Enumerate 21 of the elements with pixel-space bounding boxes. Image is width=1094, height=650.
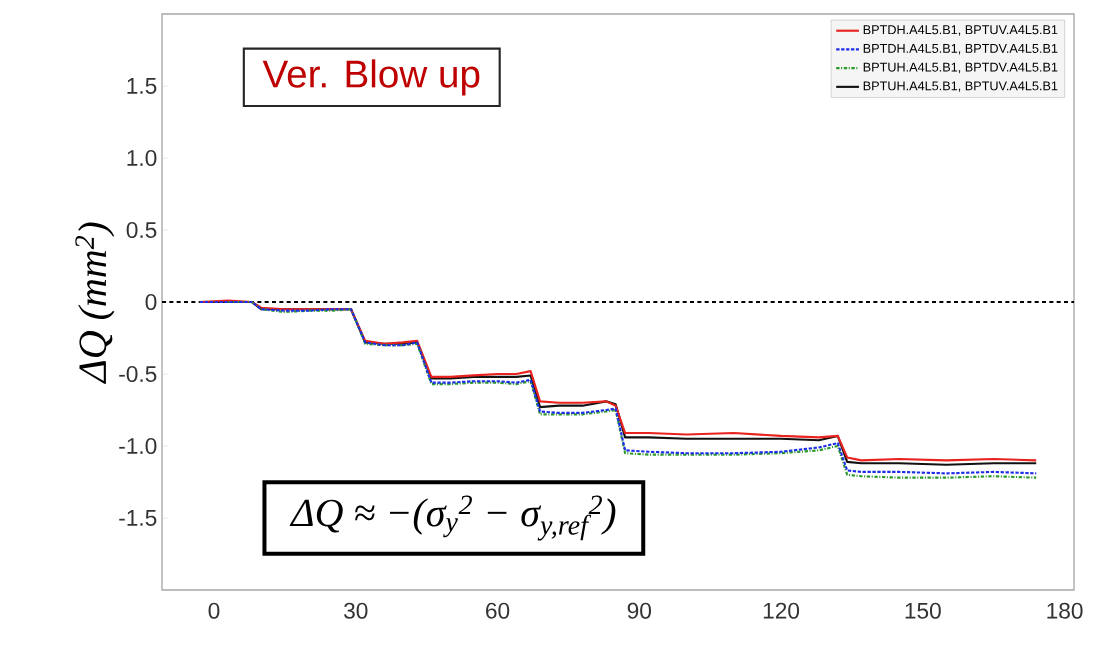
x-tick-label: 120 <box>763 602 800 619</box>
legend-label: BPTDH.A4L5.B1, BPTDV.A4L5.B1 <box>863 44 1058 55</box>
y-tick-label: 0 <box>145 293 157 311</box>
legend-label: BPTDH.A4L5.B1, BPTUV.A4L5.B1 <box>863 25 1058 36</box>
x-tick-label: 60 <box>486 602 510 619</box>
y-tick-label: -0.5 <box>119 365 157 383</box>
x-tick-label: 0 <box>208 602 220 619</box>
y-axis-title: ΔQ (mm$^{2}$) <box>75 222 115 385</box>
y-tick-label: 1.5 <box>127 78 157 94</box>
y-tick-label: -1.0 <box>119 437 157 455</box>
legend-label: BPTUH.A4L5.B1, BPTUV.A4L5.B1 <box>863 81 1058 92</box>
y-tick-label: 1.0 <box>127 149 157 167</box>
annotation: ΔQ ≈ −(σ$_{y}$$^{2}$ − σ$_{y,ref}$$^{2}$) <box>289 495 616 541</box>
x-tick-label: 30 <box>344 602 368 619</box>
legend-label: BPTUH.A4L5.B1, BPTDV.A4L5.B1 <box>863 62 1058 74</box>
x-tick-label: 150 <box>905 602 941 619</box>
annotation: Ver. Blow up <box>262 59 480 96</box>
y-tick-label: 0.5 <box>126 221 157 239</box>
x-tick-label: 90 <box>627 602 651 619</box>
y-tick-label: -1.5 <box>119 510 157 526</box>
x-tick-label: 180 <box>1047 602 1083 619</box>
